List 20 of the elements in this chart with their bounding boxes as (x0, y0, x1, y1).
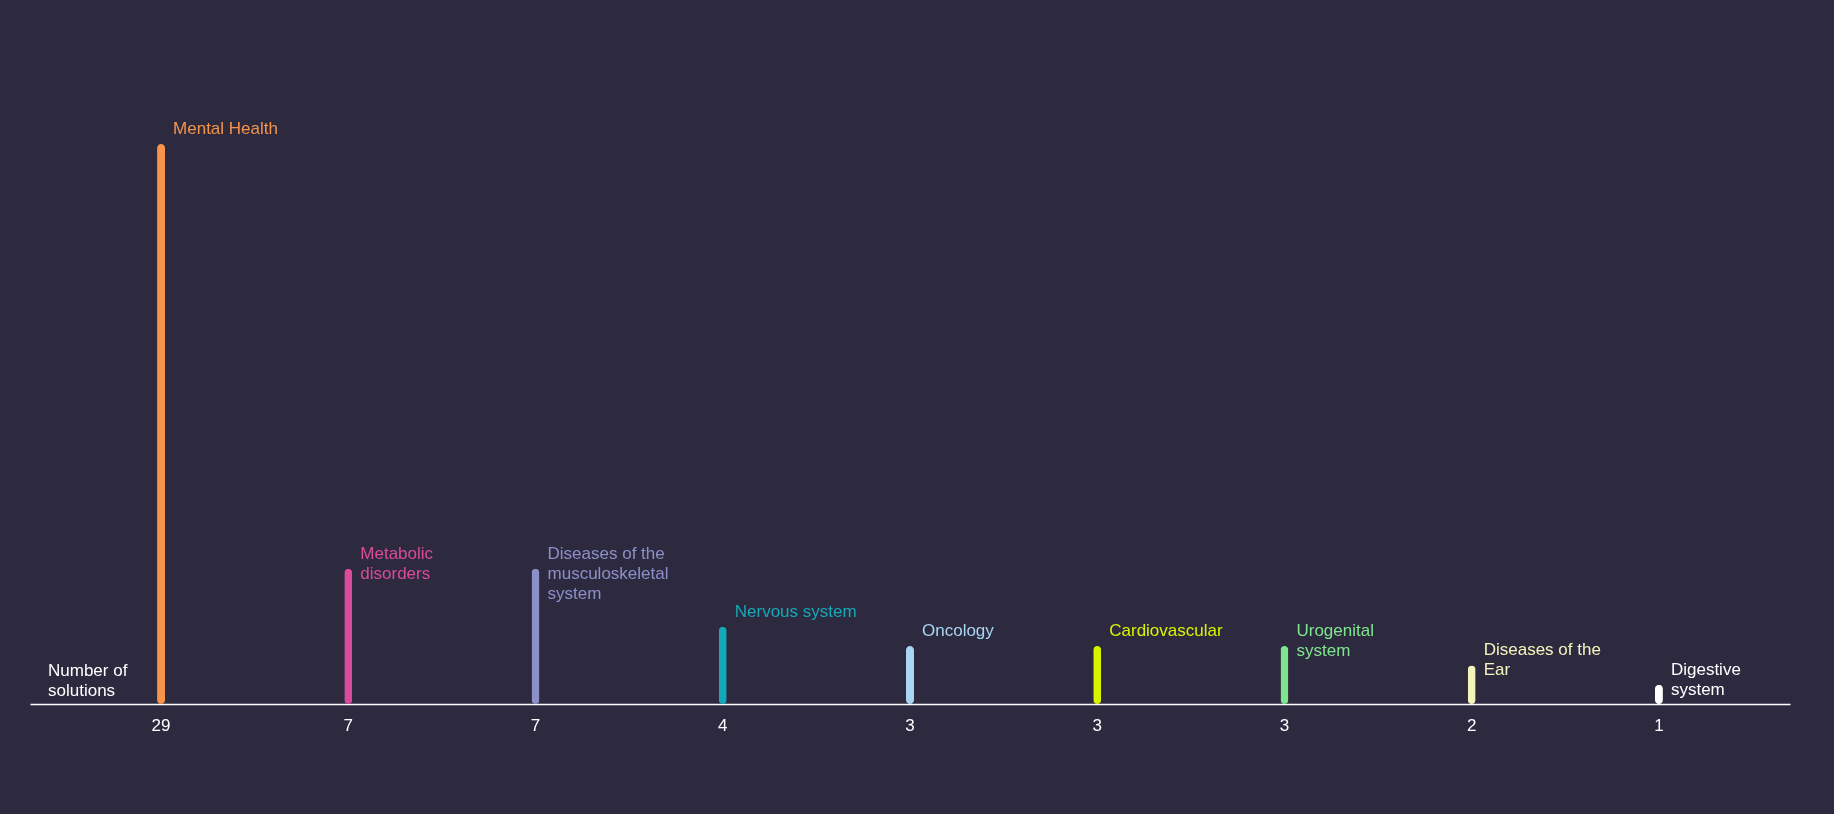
x-tick-label: Nervous system (734, 601, 857, 621)
annotation: Number of solutions (48, 661, 128, 700)
x-tick-label: Cardiovascular (1109, 621, 1223, 641)
x-tick-label: Urogenital system (1296, 621, 1374, 661)
data-label: 1 (1654, 716, 1664, 735)
x-tick-label: Diseases of the musculoskeletal system (547, 543, 669, 603)
data-label: 29 (151, 716, 171, 735)
data-label: 3 (905, 716, 915, 735)
x-tick-label: Metabolic disorders (360, 543, 434, 583)
x-tick-label: Diseases of the Ear (1483, 640, 1601, 680)
bar (906, 646, 914, 704)
data-label: 3 (1279, 716, 1290, 735)
x-tick-label: Oncology (922, 621, 995, 641)
x-tick-label: Digestive system (1670, 659, 1741, 699)
data-label: 2 (1466, 716, 1477, 735)
data-label: 7 (530, 716, 541, 735)
data-label: 4 (718, 716, 728, 735)
data-label: 7 (343, 716, 354, 735)
data-label: 3 (1092, 716, 1102, 735)
x-tick-label: Mental Health (173, 119, 278, 138)
